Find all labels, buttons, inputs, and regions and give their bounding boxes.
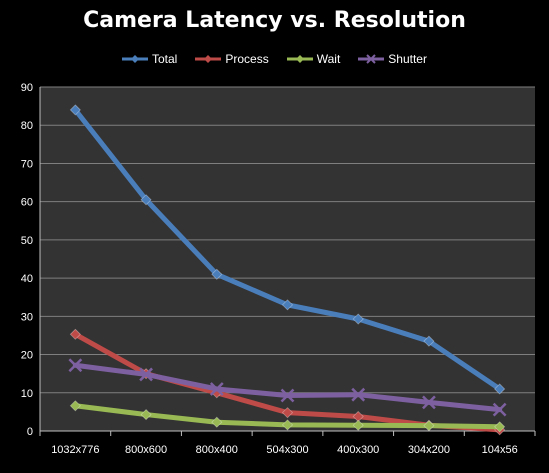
data-point-process <box>69 328 81 340</box>
chart-legend: Total Process Wait Shutter <box>0 52 549 66</box>
x-tick-label: 304x200 <box>408 444 450 456</box>
legend-item-process: Process <box>195 52 269 66</box>
x-tick-label: 800x400 <box>196 444 238 456</box>
x-tick-label: 800x600 <box>125 444 167 456</box>
plot-area <box>40 87 535 431</box>
data-point-shutter <box>422 395 436 410</box>
y-tick-label: 40 <box>21 273 33 285</box>
data-point-wait <box>140 408 152 421</box>
data-point-shutter <box>68 358 83 373</box>
x-tick-label: 400x300 <box>337 444 379 456</box>
data-point-shutter <box>139 367 153 382</box>
data-point-process <box>281 407 294 419</box>
y-tick-label: 50 <box>21 235 33 247</box>
legend-swatch-shutter <box>358 54 385 64</box>
legend-item-shutter: Shutter <box>358 52 427 66</box>
data-point-wait <box>211 416 223 428</box>
y-tick-label: 80 <box>21 120 33 132</box>
data-point-wait <box>281 419 294 431</box>
data-point-total <box>69 104 81 116</box>
legend-item-total: Total <box>122 52 177 66</box>
y-tick-label: 70 <box>21 158 33 170</box>
y-tick-label: 0 <box>27 426 33 438</box>
y-tick-label: 10 <box>21 388 33 400</box>
legend-swatch-total <box>122 55 148 63</box>
y-tick-label: 90 <box>21 82 33 94</box>
x-tick-label: 504x300 <box>266 444 308 456</box>
chart-title: Camera Latency vs. Resolution <box>83 8 466 33</box>
data-point-total <box>494 383 506 395</box>
data-point-total <box>211 268 223 280</box>
data-point-shutter <box>209 382 224 396</box>
y-tick-label: 20 <box>21 350 33 362</box>
legend-label-process: Process <box>225 52 269 66</box>
data-point-total <box>281 299 294 311</box>
legend-swatch-wait <box>286 55 313 63</box>
data-point-wait <box>352 419 364 431</box>
y-tick-label: 30 <box>21 311 33 323</box>
legend-label-wait: Wait <box>316 52 341 66</box>
y-tick-label: 60 <box>21 197 33 209</box>
x-tick-label: 1032x776 <box>51 444 99 456</box>
data-point-total <box>140 194 152 206</box>
legend-label-total: Total <box>152 52 178 66</box>
data-point-wait <box>423 420 435 432</box>
data-point-wait <box>69 400 81 412</box>
data-point-wait <box>494 421 506 433</box>
legend-swatch-process <box>195 55 222 63</box>
data-point-total <box>423 335 435 347</box>
data-point-total <box>352 313 364 325</box>
data-point-shutter <box>280 388 295 403</box>
data-point-shutter <box>492 402 507 417</box>
legend-item-wait: Wait <box>286 52 341 66</box>
data-point-shutter <box>351 387 366 402</box>
x-tick-label: 104x56 <box>482 444 518 456</box>
legend-label-shutter: Shutter <box>388 52 427 66</box>
